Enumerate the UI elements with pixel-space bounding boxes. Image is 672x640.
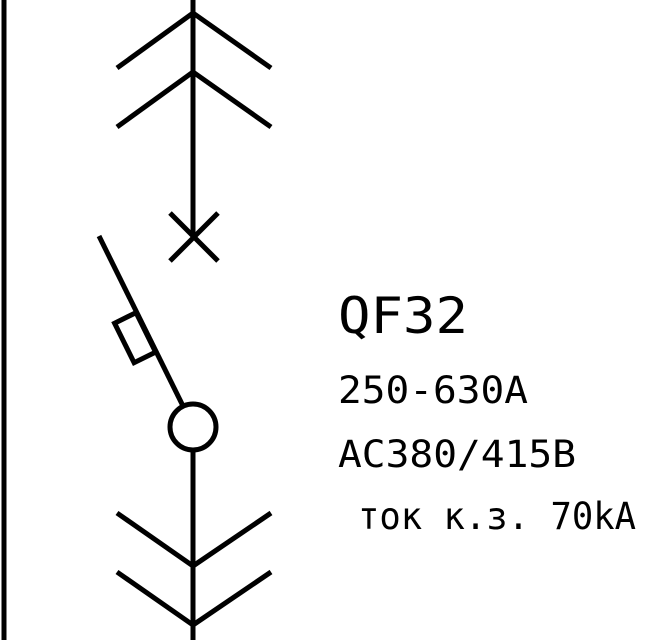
switch-blade-symbol [96, 234, 186, 408]
top-terminal-symbol [115, 0, 273, 238]
breaker-designation: QF32 [338, 287, 468, 345]
voltage-label: AC380/415B [338, 433, 576, 476]
pivot-circle [167, 401, 219, 453]
short-circuit-label: ток к.з. 70kA [358, 495, 636, 538]
trip-element [111, 309, 159, 367]
bottom-terminal-symbol [115, 450, 273, 640]
current-range-label: 250-630A [338, 369, 528, 412]
cross-mark-symbol [168, 211, 220, 263]
